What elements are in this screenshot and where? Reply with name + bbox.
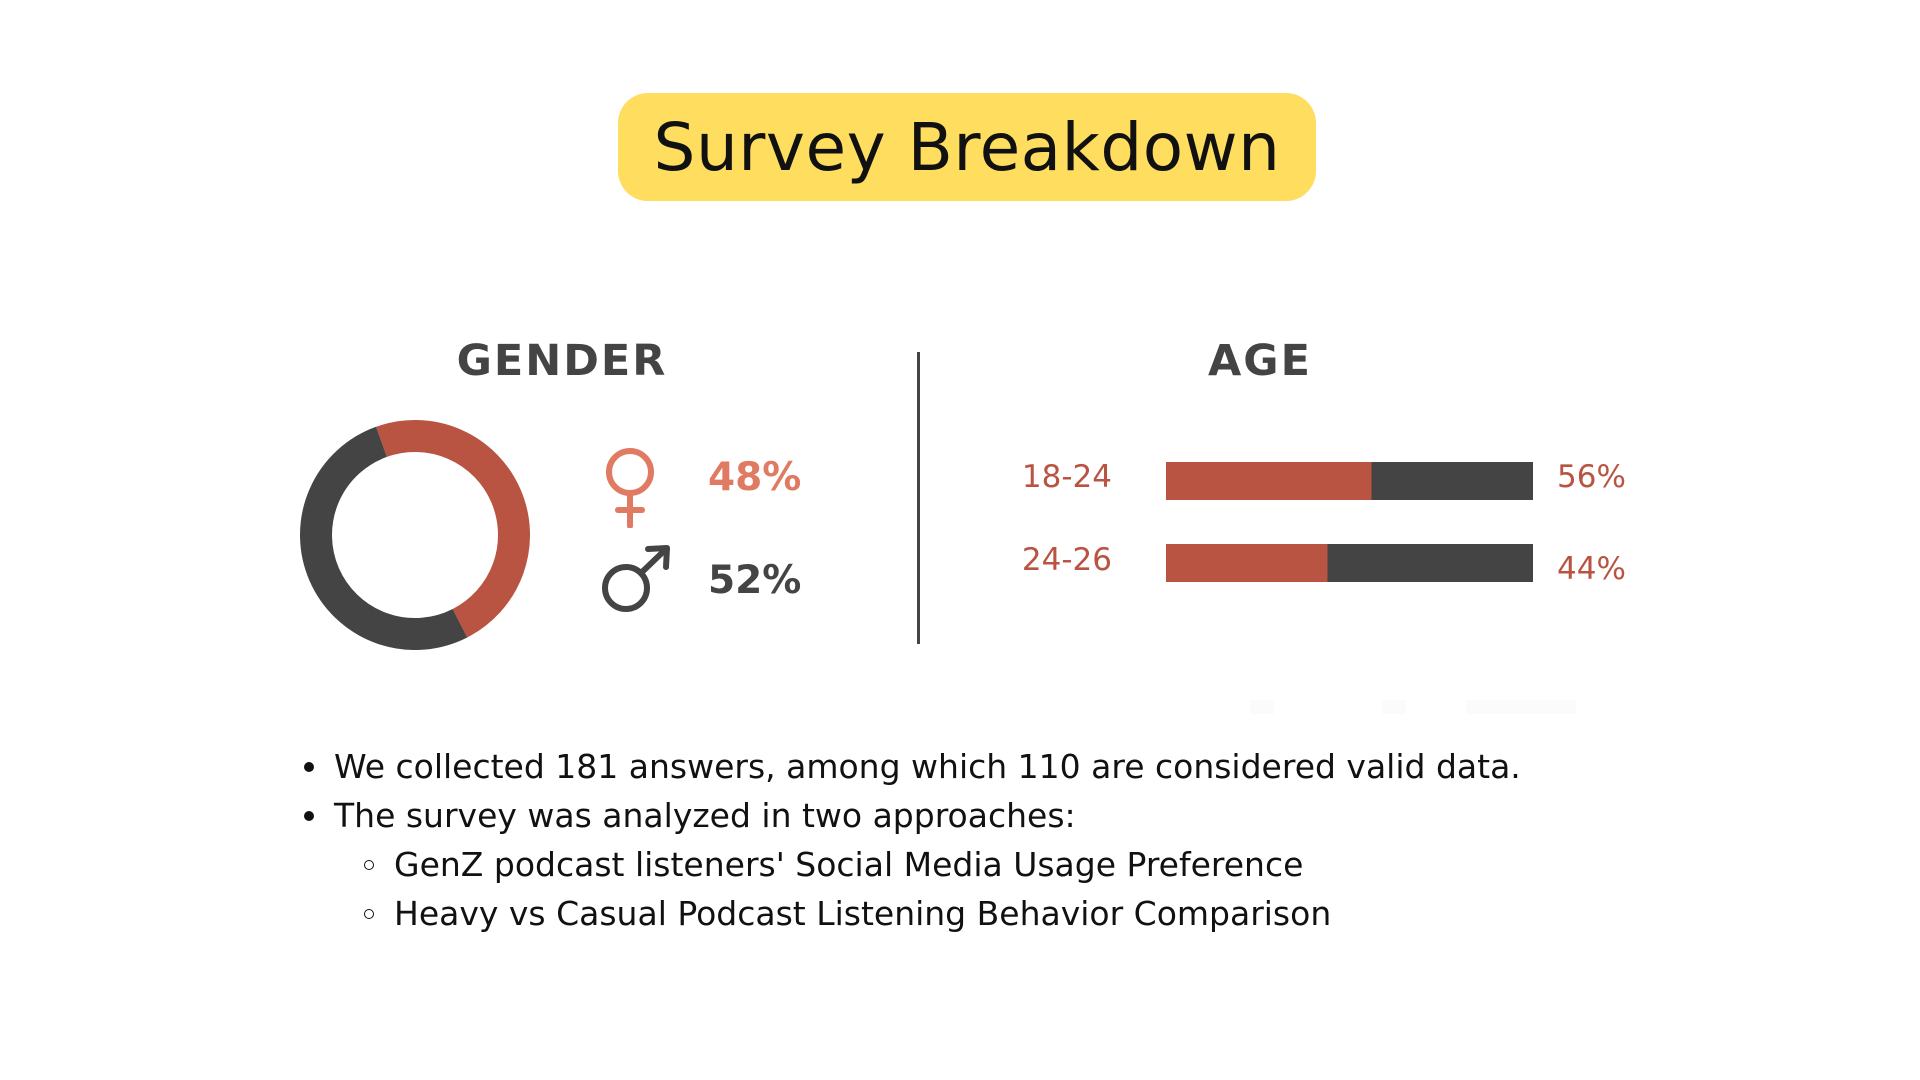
- list-item-text: We collected 181 answers, among which 11…: [334, 747, 1521, 786]
- bullet-list: We collected 181 answers, among which 11…: [290, 742, 1690, 938]
- bar-value-label: 44%: [1557, 551, 1626, 587]
- bullet-dot-icon: [304, 811, 314, 821]
- age-bar-chart: 18-24 56% 24-26 44%: [1022, 459, 1626, 587]
- list-item-text: The survey was analyzed in two approache…: [334, 796, 1076, 835]
- male-symbol-icon: [602, 545, 670, 612]
- list-item-text: Heavy vs Casual Podcast Listening Behavi…: [394, 894, 1332, 933]
- page-title-text: Survey Breakdown: [653, 108, 1281, 186]
- gender-donut-chart: [300, 420, 530, 650]
- bullet-circle-icon: [364, 860, 374, 870]
- list-item: Heavy vs Casual Podcast Listening Behavi…: [290, 889, 1690, 938]
- age-heading: AGE: [1208, 336, 1312, 386]
- bar-value-label: 56%: [1557, 459, 1626, 495]
- bar-fill-24-26: [1166, 544, 1328, 582]
- list-item-text: GenZ podcast listeners' Social Media Usa…: [394, 845, 1304, 884]
- faint-marks: [1250, 700, 1650, 714]
- bullet-circle-icon: [364, 909, 374, 919]
- bar-category-label: 18-24: [1022, 459, 1112, 495]
- gender-heading: GENDER: [456, 336, 668, 386]
- list-item: We collected 181 answers, among which 11…: [290, 742, 1690, 791]
- list-item: GenZ podcast listeners' Social Media Usa…: [290, 840, 1690, 889]
- section-divider: [917, 352, 920, 644]
- list-item: The survey was analyzed in two approache…: [290, 791, 1690, 840]
- female-symbol-icon: [606, 448, 654, 528]
- page-title: Survey Breakdown: [618, 93, 1316, 201]
- bar-category-label: 24-26: [1022, 542, 1112, 578]
- female-percent-label: 48%: [708, 455, 802, 500]
- donut-slice-male: [300, 426, 468, 650]
- bullet-dot-icon: [304, 762, 314, 772]
- bar-fill-18-24: [1166, 462, 1372, 500]
- male-percent-label: 52%: [708, 558, 802, 603]
- donut-slice-female: [376, 420, 530, 638]
